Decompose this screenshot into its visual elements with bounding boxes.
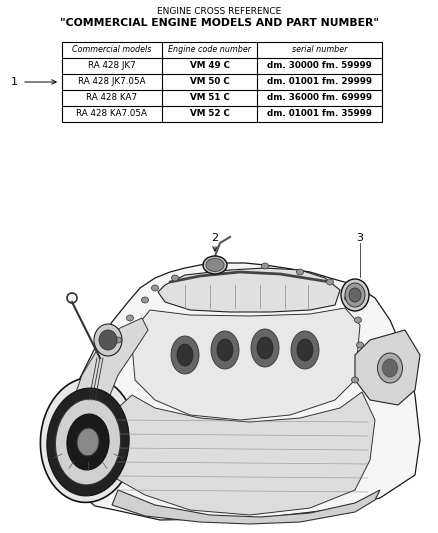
Ellipse shape	[114, 337, 121, 343]
Ellipse shape	[217, 339, 233, 361]
Text: VM 50 C: VM 50 C	[190, 77, 230, 86]
Ellipse shape	[349, 288, 361, 302]
Ellipse shape	[382, 359, 398, 377]
Ellipse shape	[152, 285, 159, 291]
Ellipse shape	[357, 342, 364, 348]
Polygon shape	[355, 330, 420, 405]
Polygon shape	[100, 392, 375, 515]
Text: VM 51 C: VM 51 C	[190, 93, 230, 102]
Ellipse shape	[345, 295, 352, 301]
Polygon shape	[66, 318, 148, 490]
Ellipse shape	[77, 428, 99, 456]
Ellipse shape	[297, 339, 313, 361]
Polygon shape	[158, 268, 340, 312]
Ellipse shape	[378, 353, 403, 383]
Ellipse shape	[216, 265, 223, 271]
Ellipse shape	[251, 329, 279, 367]
Ellipse shape	[47, 388, 129, 496]
Text: Commercial models: Commercial models	[72, 45, 152, 54]
Ellipse shape	[203, 256, 227, 274]
Ellipse shape	[172, 275, 179, 281]
Ellipse shape	[127, 315, 134, 321]
Text: RA 428 JK7.05A: RA 428 JK7.05A	[78, 77, 146, 86]
Text: dm. 01001 fm. 29999: dm. 01001 fm. 29999	[267, 77, 372, 86]
Ellipse shape	[94, 324, 122, 356]
Text: dm. 36000 fm. 69999: dm. 36000 fm. 69999	[267, 93, 372, 102]
Ellipse shape	[99, 330, 117, 350]
Text: dm. 30000 fm. 59999: dm. 30000 fm. 59999	[267, 61, 372, 70]
Ellipse shape	[326, 279, 333, 285]
Polygon shape	[132, 308, 360, 420]
Ellipse shape	[206, 259, 224, 271]
Text: 3: 3	[357, 233, 364, 243]
Polygon shape	[62, 263, 420, 520]
Text: Engine code number: Engine code number	[168, 45, 251, 54]
Ellipse shape	[345, 283, 365, 307]
Polygon shape	[112, 490, 380, 524]
Ellipse shape	[354, 317, 361, 323]
Ellipse shape	[211, 331, 239, 369]
Text: dm. 01001 fm. 35999: dm. 01001 fm. 35999	[267, 109, 372, 118]
Text: VM 49 C: VM 49 C	[190, 61, 230, 70]
Text: ENGINE CROSS REFERENCE: ENGINE CROSS REFERENCE	[157, 7, 281, 17]
Ellipse shape	[352, 377, 358, 383]
Text: 2: 2	[212, 233, 219, 243]
Text: RA 428 JK7: RA 428 JK7	[88, 61, 136, 70]
Ellipse shape	[261, 263, 268, 269]
Text: VM 52 C: VM 52 C	[190, 109, 230, 118]
Text: serial number: serial number	[292, 45, 347, 54]
Ellipse shape	[40, 377, 136, 503]
Text: "COMMERCIAL ENGINE MODELS AND PART NUMBER": "COMMERCIAL ENGINE MODELS AND PART NUMBE…	[60, 18, 378, 28]
Ellipse shape	[141, 297, 148, 303]
Text: 1: 1	[11, 77, 18, 87]
Bar	[62, 42, 382, 122]
Ellipse shape	[67, 414, 109, 470]
Ellipse shape	[56, 399, 120, 485]
Ellipse shape	[177, 344, 193, 366]
Text: RA 428 KA7.05A: RA 428 KA7.05A	[77, 109, 148, 118]
Ellipse shape	[291, 331, 319, 369]
Ellipse shape	[257, 337, 273, 359]
Ellipse shape	[341, 279, 369, 311]
Ellipse shape	[171, 336, 199, 374]
Ellipse shape	[297, 269, 304, 275]
Text: RA 428 KA7: RA 428 KA7	[86, 93, 138, 102]
